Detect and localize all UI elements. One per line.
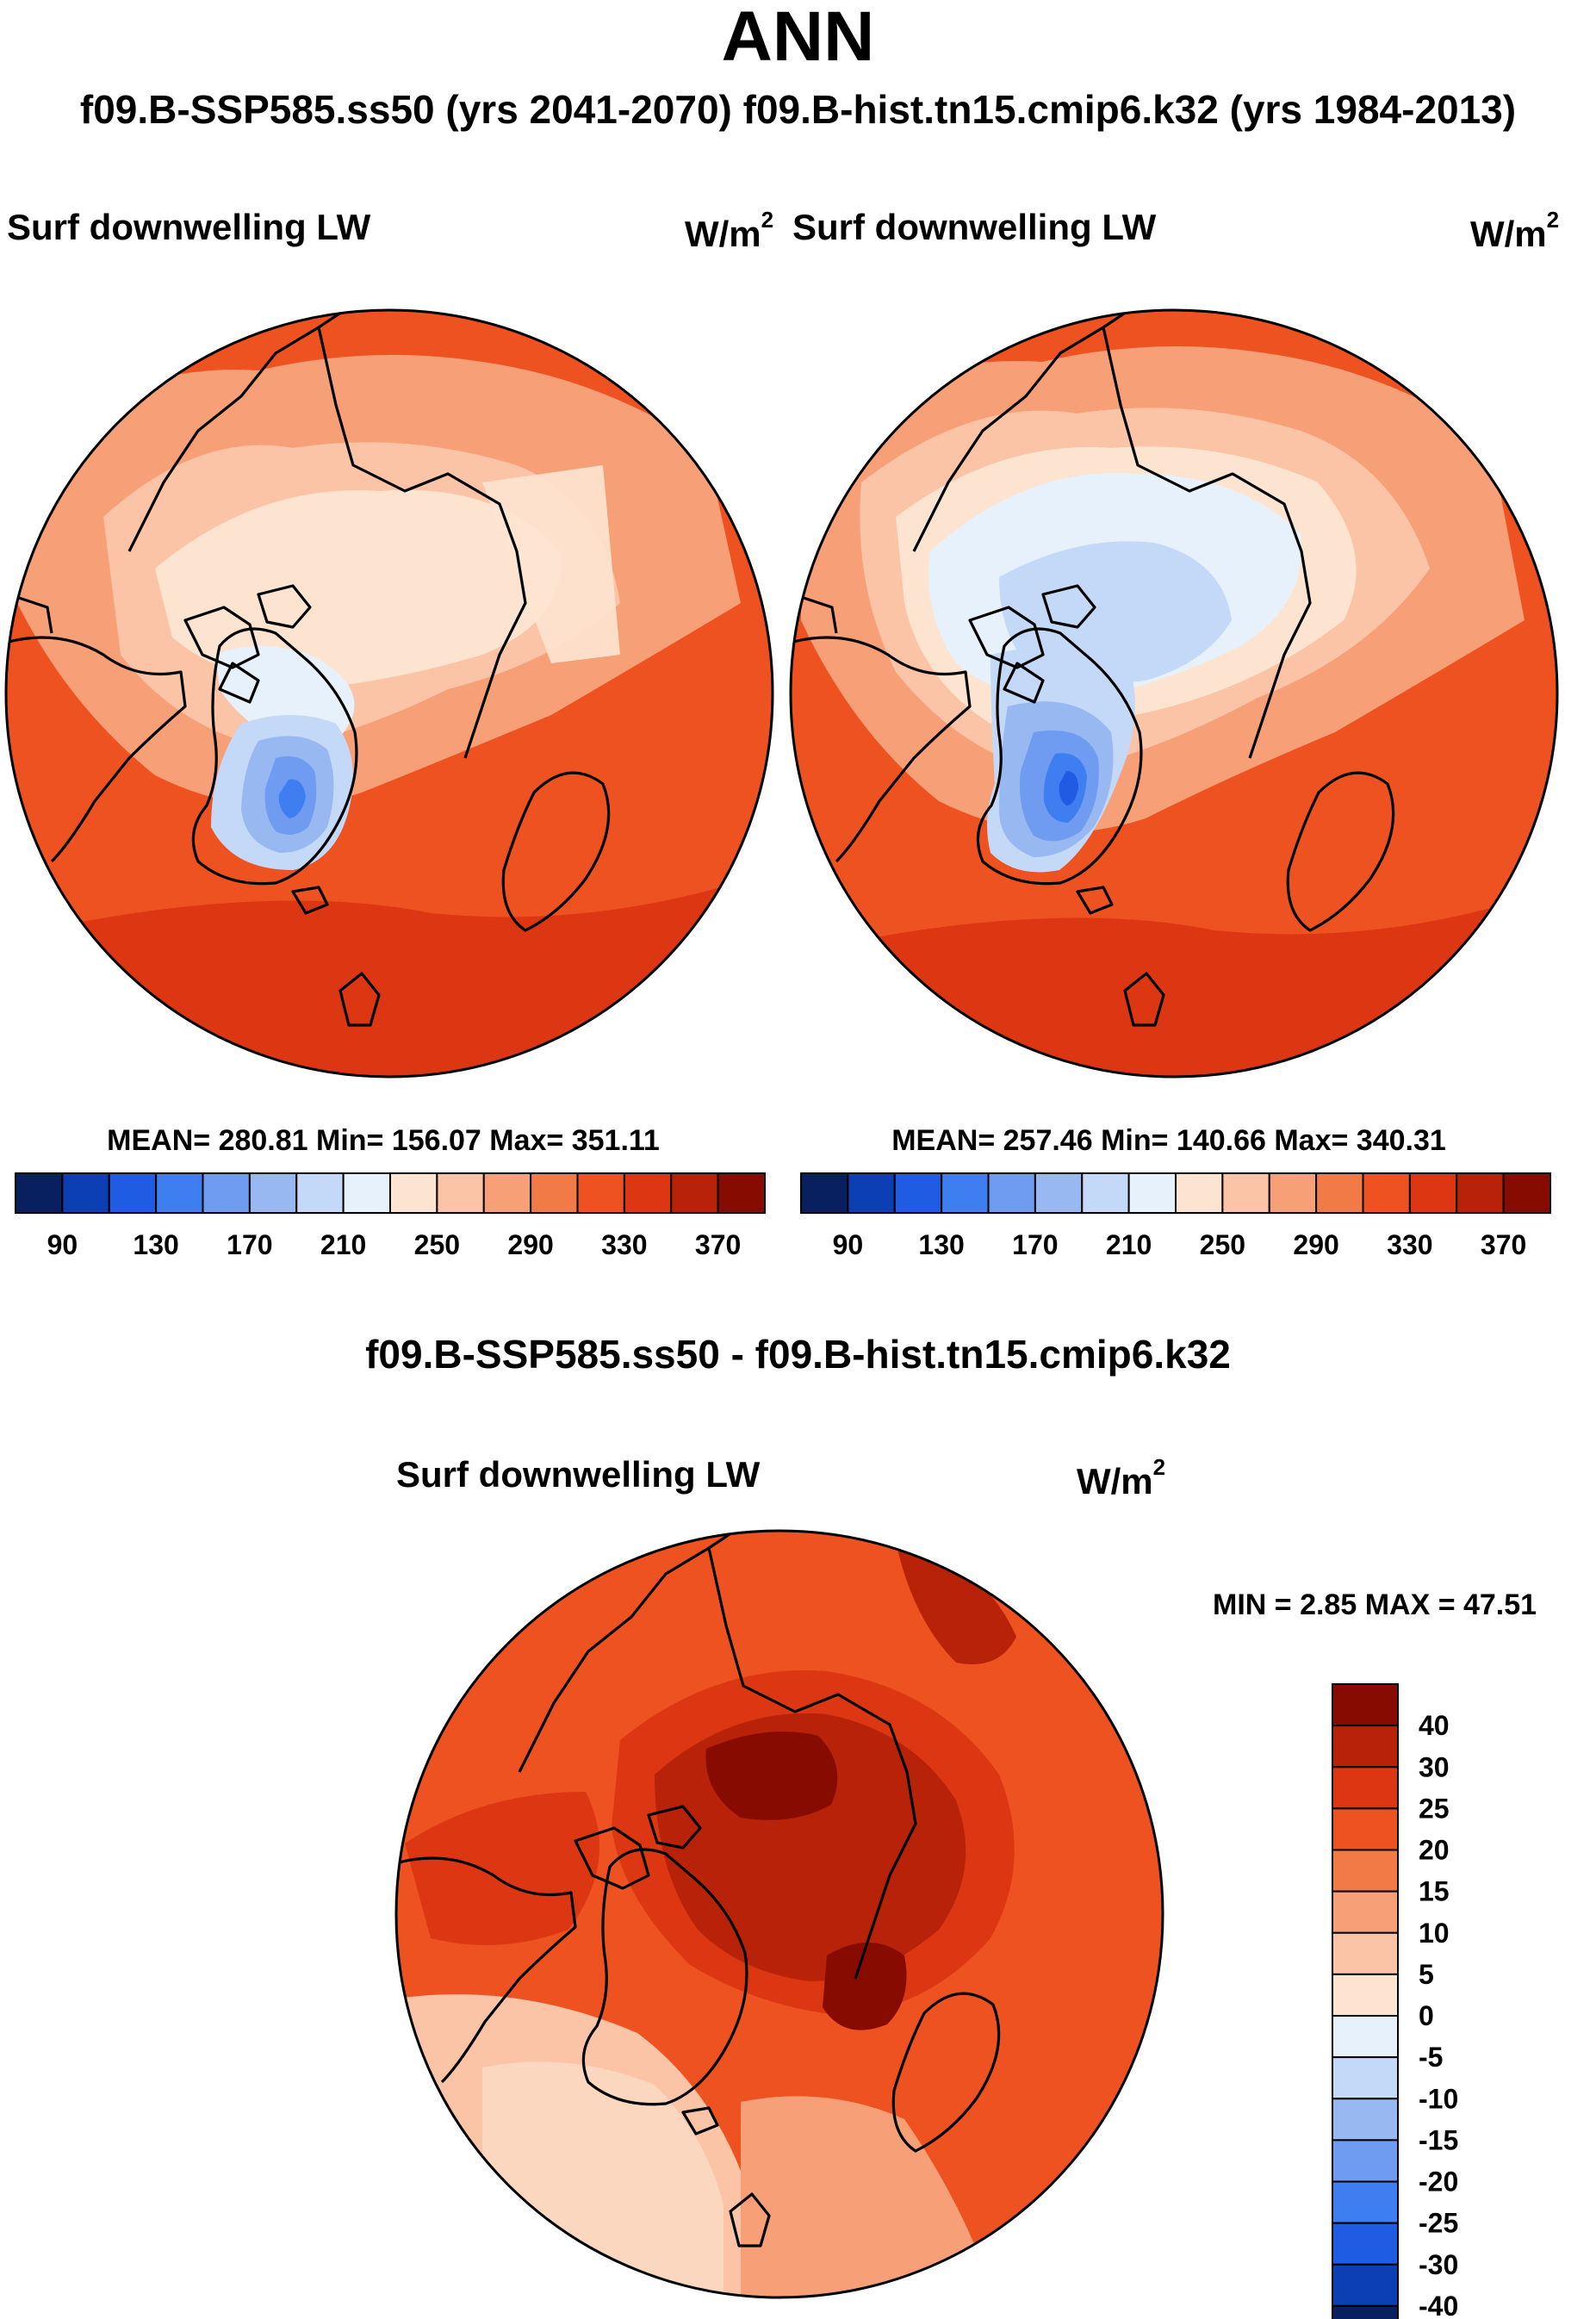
colorbar-swatch: [576, 1172, 625, 1214]
colorbar-swatch: [202, 1172, 251, 1214]
colorbar-swatch: [1332, 2139, 1399, 2183]
colorbar-tick-label: 170: [227, 1229, 272, 1260]
colorbar-tick-label: -5: [1419, 2042, 1443, 2073]
colorbar-tick-label: -25: [1419, 2208, 1458, 2239]
colorbar-swatch: [1332, 2222, 1399, 2266]
colorbar-swatch: [1332, 2015, 1399, 2059]
colorbar-tick-label: 210: [1106, 1229, 1152, 1260]
colorbar-swatch: [1268, 1172, 1318, 1214]
left-polar-map: [4, 308, 774, 1079]
colorbar-tick-label: 250: [414, 1229, 460, 1260]
colorbar-swatch: [1362, 1172, 1411, 1214]
difference-title: f09.B-SSP585.ss50 - f09.B-hist.tn15.cmip…: [365, 1332, 1231, 1377]
colorbar-swatch: [389, 1172, 438, 1214]
left-variable-title: Surf downwelling LW: [7, 207, 371, 247]
colorbar-swatch: [1332, 1973, 1399, 2017]
colorbar-tick-label: 20: [1419, 1835, 1450, 1866]
colorbar-tick-label: 15: [1419, 1876, 1450, 1907]
diff-colorbar: 40 30 25 20 15 10 5 0 -5 -10 -15 -20 -25 -30 -40: [1332, 1683, 1458, 2319]
colorbar-swatch: [1456, 1172, 1505, 1214]
colorbar-tick-label: -30: [1419, 2249, 1458, 2280]
colorbar-swatch: [1502, 1172, 1551, 1214]
colorbar-swatch: [295, 1172, 345, 1214]
colorbar-tick-label: 370: [695, 1229, 741, 1260]
colorbar-swatch: [1081, 1172, 1130, 1214]
right-colorbar: 90 130 170 210 250 290 330 370: [800, 1172, 1551, 1260]
colorbar-swatch: [1221, 1172, 1270, 1214]
colorbar-swatch: [847, 1172, 896, 1214]
colorbar-tick-label: -20: [1419, 2167, 1458, 2198]
colorbar-tick-label: 90: [47, 1229, 78, 1260]
colorbar-tick-label: 40: [1419, 1710, 1450, 1741]
colorbar-tick-label: 170: [1012, 1229, 1058, 1260]
colorbar-tick-label: 25: [1419, 1793, 1450, 1824]
colorbar-tick-label: -40: [1419, 2291, 1458, 2319]
colorbar-swatch: [1127, 1172, 1177, 1214]
colorbar-tick-label: 30: [1419, 1751, 1450, 1782]
colorbar-tick-label: -10: [1419, 2083, 1458, 2114]
season-title: ANN: [721, 0, 875, 76]
colorbar-swatch: [1332, 1931, 1399, 1975]
diff-units: W/m2: [1077, 1454, 1166, 1501]
colorbar-swatch: [941, 1172, 990, 1214]
colorbar-swatch: [1332, 2304, 1399, 2319]
colorbar-swatch: [1332, 1683, 1399, 1727]
right-units: W/m2: [1470, 207, 1560, 254]
colorbar-swatch: [1332, 1766, 1399, 1810]
colorbar-swatch: [248, 1172, 298, 1214]
colorbar-tick-label: 130: [133, 1229, 178, 1260]
colorbar-tick-label: 10: [1419, 1918, 1450, 1949]
colorbar-swatch: [800, 1172, 849, 1214]
colorbar-swatch: [1315, 1172, 1364, 1214]
left-units: W/m2: [685, 207, 774, 254]
colorbar-swatch: [1332, 1849, 1399, 1893]
colorbar-swatch: [1332, 2056, 1399, 2100]
colorbar-swatch: [1332, 2263, 1399, 2307]
colorbar-swatch: [1332, 2180, 1399, 2224]
colorbar-tick-label: 330: [601, 1229, 647, 1260]
colorbar-tick-label: 370: [1481, 1229, 1526, 1260]
left-stats: MEAN= 280.81 Min= 156.07 Max= 351.11: [107, 1124, 660, 1157]
colorbar-swatch: [436, 1172, 485, 1214]
colorbar-swatch: [1175, 1172, 1224, 1214]
colorbar-tick-label: 330: [1387, 1229, 1432, 1260]
colorbar-swatch: [15, 1172, 64, 1214]
difference-polar-map: [394, 1529, 1164, 2299]
colorbar-swatch: [623, 1172, 673, 1214]
colorbar-swatch: [1034, 1172, 1084, 1214]
colorbar-tick-label: 0: [1419, 2000, 1434, 2031]
colorbar-swatch: [1332, 1807, 1399, 1851]
colorbar-swatch: [1332, 1725, 1399, 1769]
colorbar-swatch: [482, 1172, 532, 1214]
colorbar-tick-label: 210: [320, 1229, 366, 1260]
left-colorbar: 90 130 170 210 250 290 330 370: [15, 1172, 766, 1260]
colorbar-tick-label: 5: [1419, 1959, 1434, 1990]
colorbar-tick-label: 130: [918, 1229, 964, 1260]
colorbar-swatch: [670, 1172, 719, 1214]
colorbar-swatch: [717, 1172, 766, 1214]
colorbar-swatch: [155, 1172, 204, 1214]
colorbar-swatch: [108, 1172, 158, 1214]
diff-variable-title: Surf downwelling LW: [396, 1454, 761, 1495]
colorbar-tick-label: -15: [1419, 2124, 1458, 2155]
colorbar-swatch: [987, 1172, 1036, 1214]
right-stats: MEAN= 257.46 Min= 140.66 Max= 340.31: [891, 1124, 1446, 1157]
right-polar-map: [789, 308, 1559, 1079]
right-variable-title: Surf downwelling LW: [792, 207, 1157, 247]
colorbar-tick-label: 290: [1293, 1229, 1338, 1260]
colorbar-swatch: [342, 1172, 391, 1214]
colorbar-swatch: [1332, 1890, 1399, 1934]
colorbar-swatch: [1332, 2098, 1399, 2142]
colorbar-tick-label: 290: [507, 1229, 553, 1260]
colorbar-tick-label: 90: [833, 1229, 864, 1260]
colorbar-swatch: [893, 1172, 943, 1214]
colorbar-tick-label: 250: [1200, 1229, 1245, 1260]
diff-minmax: MIN = 2.85 MAX = 47.51: [1213, 1588, 1537, 1621]
colorbar-swatch: [61, 1172, 110, 1214]
experiments-subtitle: f09.B-SSP585.ss50 (yrs 2041-2070) f09.B-…: [79, 87, 1517, 132]
colorbar-swatch: [1408, 1172, 1458, 1214]
colorbar-swatch: [530, 1172, 579, 1214]
